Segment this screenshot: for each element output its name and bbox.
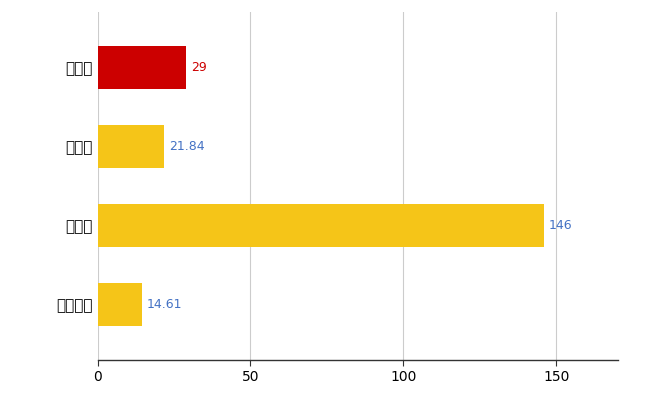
Bar <box>98 283 142 326</box>
Text: 29: 29 <box>191 61 207 74</box>
Text: 146: 146 <box>549 219 572 232</box>
Text: 14.61: 14.61 <box>147 298 182 311</box>
Bar <box>98 46 186 89</box>
Bar <box>98 125 164 168</box>
Bar <box>98 204 544 247</box>
Text: 21.84: 21.84 <box>169 140 205 153</box>
